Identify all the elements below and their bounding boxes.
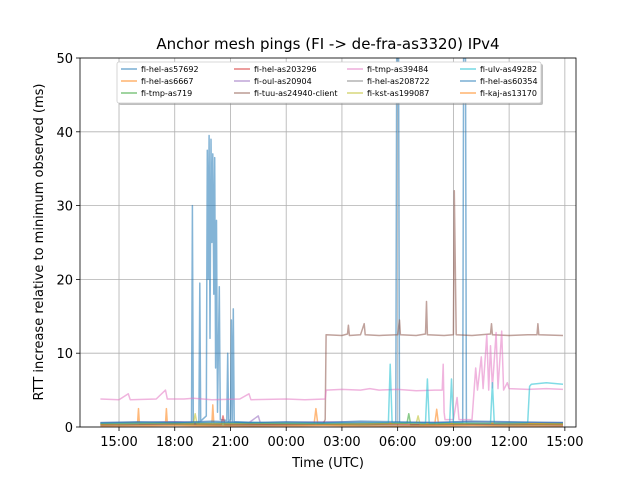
y-tick-label: 0 (65, 421, 73, 436)
chart-title: Anchor mesh pings (FI -> de-fra-as3320) … (156, 35, 499, 53)
legend-label: fi-ulv-as49282 (480, 65, 537, 74)
legend-label: fi-oul-as20904 (254, 77, 312, 86)
x-tick-label: 06:00 (379, 435, 416, 450)
plot-frame (79, 57, 577, 428)
legend-label: fi-kaj-as13170 (480, 89, 537, 98)
legend: fi-hel-as57692 fi-hel-as6667 fi-tmp-as719 f… (116, 61, 543, 105)
y-tick-label: 10 (56, 347, 73, 362)
x-tick-label: 12:00 (490, 435, 527, 450)
y-axis-title: RTT increase relative to minimum observe… (32, 84, 47, 401)
y-tick-label: 30 (56, 200, 73, 215)
series-line-fi-tuu-as24940-client (100, 190, 564, 425)
legend-label: fi-tmp-as39484 (367, 65, 428, 74)
plot-area (100, 58, 564, 427)
legend-label: fi-hel-as203296 (254, 65, 317, 74)
legend-label: fi-tuu-as24940-client (254, 89, 337, 98)
x-tick-label: 09:00 (435, 435, 472, 450)
series-layer (100, 58, 564, 427)
y-tick-label: 40 (56, 126, 73, 141)
series-line-fi-tmp-as39484 (100, 330, 564, 421)
x-tick-label: 00:00 (267, 435, 304, 450)
x-tick-label: 18:00 (156, 435, 193, 450)
series-line-fi-hel-as57692 (100, 58, 564, 425)
x-axis-title: Time (UTC) (291, 456, 364, 471)
legend-label: fi-hel-as6667 (141, 77, 193, 86)
series-line-fi-kaj-as13170 (100, 424, 564, 427)
x-tick-label: 21:00 (212, 435, 249, 450)
legend-label: fi-kst-as199087 (367, 89, 429, 98)
legend-box (116, 61, 542, 104)
x-axis: 15:00 18:00 21:00 00:00 03:00 06:00 09:00 12:00… (100, 427, 584, 450)
y-tick-label: 50 (56, 52, 73, 67)
y-axis: 0 10 20 30 40 50 (56, 52, 80, 436)
series-line-fi-ulv-as49282 (100, 363, 564, 425)
legend-label: fi-tmp-as719 (141, 89, 192, 98)
x-tick-label: 15:00 (100, 435, 137, 450)
legend-label: fi-hel-as57692 (141, 65, 199, 74)
x-tick-label: 03:00 (323, 435, 360, 450)
legend-label: fi-hel-as60354 (480, 77, 538, 86)
series-line-fi-hel-as60354 (100, 420, 564, 424)
y-tick-label: 20 (56, 273, 73, 288)
x-tick-label: 15:00 (546, 435, 583, 450)
legend-label: fi-hel-as208722 (367, 77, 430, 86)
